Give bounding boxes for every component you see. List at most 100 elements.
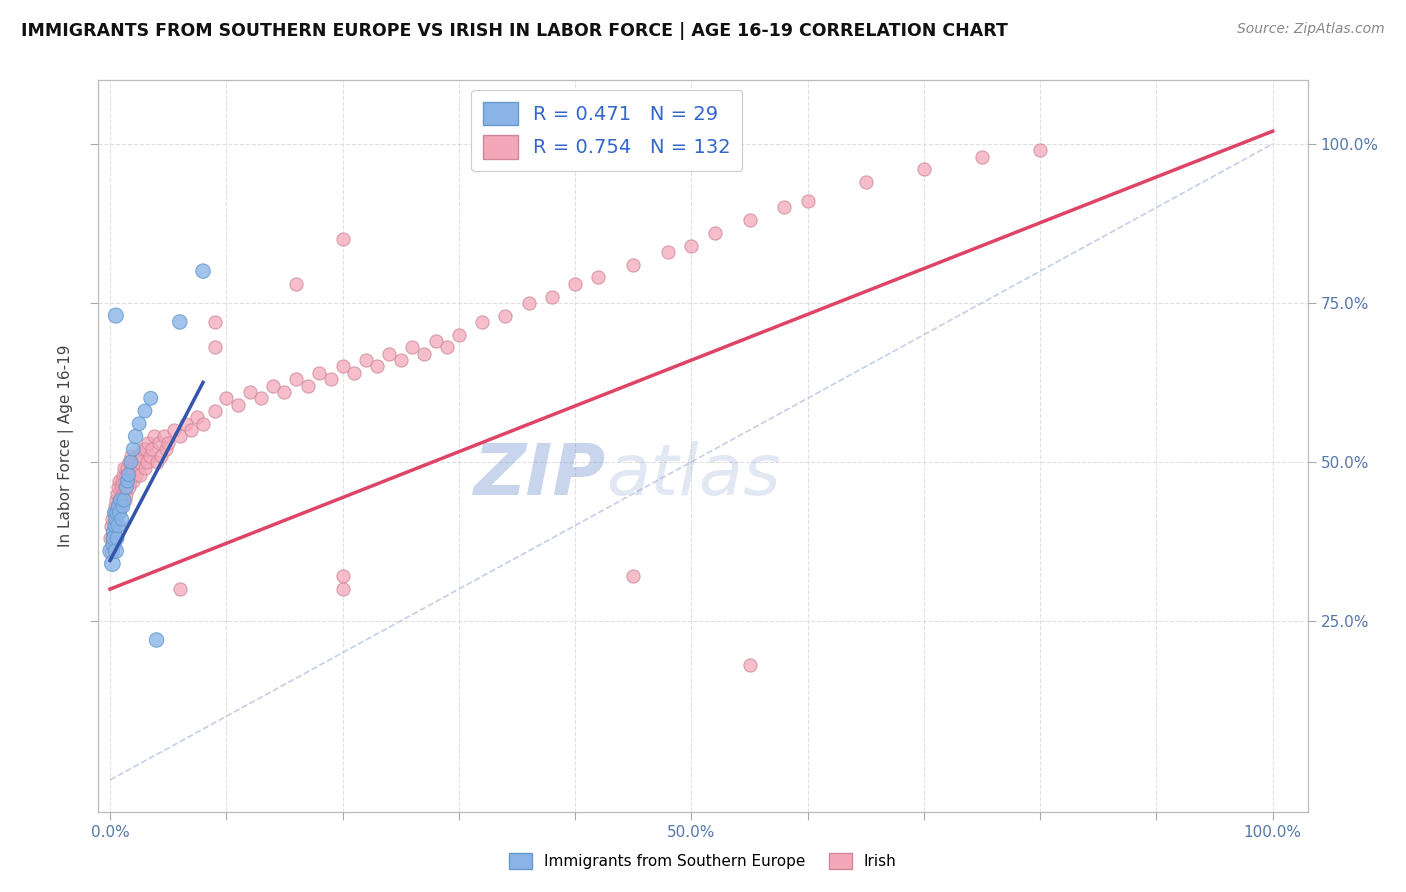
Point — [105, 506, 128, 520]
Y-axis label: In Labor Force | Age 16-19: In Labor Force | Age 16-19 — [58, 344, 75, 548]
Point — [773, 201, 796, 215]
Point — [120, 467, 142, 482]
Point — [118, 467, 141, 482]
Point — [98, 531, 121, 545]
Point — [122, 474, 145, 488]
Point — [332, 582, 354, 596]
Point — [681, 238, 703, 252]
Point — [124, 429, 146, 443]
Point — [145, 632, 167, 647]
Point — [111, 500, 134, 514]
Point — [111, 486, 134, 500]
Point — [104, 506, 127, 520]
Legend: R = 0.471   N = 29, R = 0.754   N = 132: R = 0.471 N = 29, R = 0.754 N = 132 — [471, 90, 742, 170]
Point — [101, 512, 124, 526]
Point — [104, 309, 127, 323]
Point — [273, 384, 295, 399]
Point — [104, 500, 127, 514]
Point — [540, 289, 562, 303]
Point — [128, 455, 150, 469]
Point — [107, 518, 129, 533]
Point — [105, 486, 128, 500]
Point — [425, 334, 447, 348]
Point — [104, 512, 127, 526]
Point — [152, 429, 174, 443]
Point — [103, 524, 125, 539]
Point — [155, 442, 177, 457]
Point — [100, 544, 122, 558]
Point — [108, 474, 131, 488]
Point — [588, 270, 610, 285]
Point — [110, 493, 132, 508]
Point — [215, 392, 238, 406]
Point — [104, 531, 127, 545]
Point — [124, 455, 146, 469]
Point — [112, 493, 135, 508]
Point — [564, 277, 586, 291]
Point — [354, 353, 377, 368]
Point — [134, 461, 156, 475]
Point — [970, 150, 993, 164]
Point — [111, 474, 134, 488]
Point — [124, 467, 146, 482]
Point — [107, 480, 129, 494]
Point — [186, 410, 208, 425]
Point — [105, 531, 128, 545]
Point — [104, 518, 127, 533]
Point — [366, 359, 388, 374]
Point — [332, 359, 354, 374]
Point — [471, 315, 494, 329]
Point — [621, 258, 644, 272]
Point — [131, 449, 153, 463]
Point — [389, 353, 412, 368]
Point — [101, 531, 124, 545]
Point — [174, 417, 197, 431]
Point — [703, 226, 725, 240]
Point — [139, 392, 162, 406]
Point — [104, 518, 127, 533]
Point — [103, 524, 125, 539]
Point — [107, 500, 129, 514]
Point — [262, 378, 284, 392]
Point — [111, 493, 134, 508]
Point — [657, 245, 679, 260]
Point — [180, 423, 202, 437]
Point — [108, 506, 131, 520]
Point — [163, 423, 186, 437]
Point — [494, 309, 516, 323]
Point — [110, 480, 132, 494]
Point — [204, 404, 226, 418]
Point — [117, 474, 139, 488]
Point — [120, 455, 142, 469]
Point — [169, 582, 191, 596]
Point — [343, 366, 366, 380]
Point — [129, 467, 152, 482]
Point — [118, 455, 141, 469]
Point — [104, 493, 127, 508]
Point — [436, 340, 458, 354]
Point — [114, 474, 136, 488]
Point — [308, 366, 330, 380]
Point — [447, 327, 470, 342]
Point — [148, 435, 170, 450]
Point — [297, 378, 319, 392]
Point — [134, 404, 156, 418]
Point — [111, 512, 134, 526]
Point — [141, 442, 163, 457]
Point — [104, 544, 127, 558]
Point — [319, 372, 342, 386]
Point — [114, 493, 136, 508]
Point — [112, 480, 135, 494]
Text: ZIP: ZIP — [474, 441, 606, 509]
Point — [118, 474, 141, 488]
Point — [169, 315, 191, 329]
Point — [204, 315, 226, 329]
Point — [226, 398, 249, 412]
Point — [796, 194, 818, 208]
Point — [111, 467, 134, 482]
Point — [738, 658, 761, 673]
Point — [104, 512, 127, 526]
Point — [117, 461, 139, 475]
Point — [378, 347, 401, 361]
Point — [121, 461, 143, 475]
